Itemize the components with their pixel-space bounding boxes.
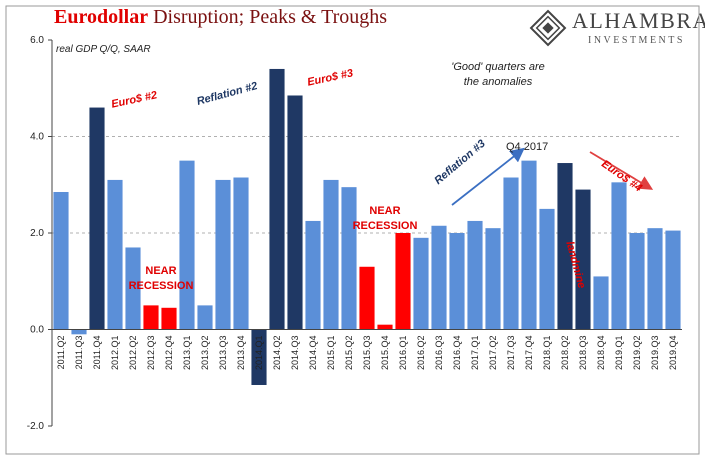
bar-2016-q1 [395,233,411,330]
x-tick-label: 2012.Q2 [128,336,138,371]
good-quarters-line1: 'Good' quarters are [451,61,545,73]
chart-title: Eurodollar Disruption; Peaks & Troughs [54,6,387,29]
bar-2011-q3 [71,329,87,335]
alhambra-emblem-icon [529,9,567,47]
x-tick-label: 2018.Q2 [560,336,570,371]
y-tick-label: 4.0 [30,132,44,143]
bar-2016-q3 [431,225,447,330]
recession-label-2: RECESSION [352,220,418,232]
x-tick-label: 2016.Q3 [434,336,444,371]
bar-2017-q4 [521,160,537,330]
x-tick-label: 2011.Q4 [92,336,102,370]
x-tick-label: 2013.Q2 [200,336,210,371]
bar-2016-q4 [449,233,465,330]
bar-2019-q4 [665,230,681,330]
bar-2012-q2 [125,247,141,330]
x-tick-label: 2012.Q1 [110,336,120,371]
bar-2012-q4 [161,307,177,330]
brand-name: ALHAMBRA [572,8,705,33]
x-tick-label: 2019.Q1 [614,336,624,371]
x-tick-label: 2012.Q4 [164,336,174,371]
x-tick-label: 2019.Q2 [632,336,642,371]
y-tick-label: 6.0 [30,35,44,46]
bar-2017-q3 [503,177,519,330]
reflation3-arrow [451,147,525,206]
x-tick-label: 2014.Q1 [254,336,264,371]
x-tick-label: 2011.Q3 [74,336,84,370]
good-quarters-line2: the anomalies [463,76,533,88]
x-tick-label: 2016.Q2 [416,336,426,371]
bar-2015-q4 [377,324,393,330]
x-tick-label: 2013.Q1 [182,336,192,371]
bar-2014-q1 [251,329,267,385]
bar-2014-q4 [305,220,321,330]
title-eurodollar: Eurodollar [54,6,149,28]
bar-2019-q1 [611,182,627,330]
x-tick-label: 2015.Q2 [344,336,354,371]
bar-2015-q1 [323,179,339,330]
bar-2017-q1 [467,220,483,330]
x-tick-label: 2015.Q1 [326,336,336,371]
x-tick-label: 2013.Q4 [236,336,246,371]
chart-subtitle: real GDP Q/Q, SAAR [56,44,151,55]
title-rest: Disruption; Peaks & Troughs [148,6,388,28]
bar-2013-q3 [215,179,231,330]
x-tick-label: 2015.Q4 [380,336,390,371]
x-tick-label: 2012.Q3 [146,336,156,371]
bar-2013-q1 [179,160,195,330]
bar-2014-q3 [287,95,303,330]
near-label-1: NEAR [145,265,177,277]
x-tick-label: 2017.Q1 [470,336,480,371]
bar-2018-q4 [593,276,609,330]
bar-2011-q2 [53,191,69,330]
bar-2019-q2 [629,233,645,330]
y-tick-label: 2.0 [30,228,44,239]
bar-2012-q3 [143,305,159,330]
x-tick-label: 2014.Q3 [290,336,300,371]
recession-label-1: RECESSION [128,280,194,292]
good-quarters-note: 'Good' quarters are the anomalies [438,60,558,90]
y-tick-label: -2.0 [27,421,45,432]
annotation-near-recession-1: NEAR RECESSION [128,264,194,294]
bar-2016-q2 [413,237,429,330]
bar-2017-q2 [485,228,501,330]
x-tick-label: 2011.Q2 [56,336,66,370]
bar-2018-q2 [557,163,573,330]
bar-2019-q3 [647,228,663,330]
bar-2015-q3 [359,266,375,330]
x-tick-label: 2019.Q4 [668,336,678,371]
x-tick-label: 2017.Q2 [488,336,498,371]
x-tick-label: 2016.Q4 [452,336,462,371]
y-tick-label: 0.0 [30,325,44,336]
brand-subtitle: INVESTMENTS [588,35,685,46]
annotation-q4-2017: Q4 2017 [506,141,549,153]
bar-2012-q1 [107,179,123,330]
x-tick-label: 2018.Q1 [542,336,552,371]
x-tick-label: 2016.Q1 [398,336,408,371]
chart-frame [5,5,700,455]
bar-2013-q4 [233,177,249,330]
x-tick-label: 2015.Q3 [362,336,372,371]
euro4-arrow [589,151,654,190]
near-label-2: NEAR [369,205,401,217]
x-tick-label: 2017.Q3 [506,336,516,371]
brand-logo: ALHAMBRA INVESTMENTS [524,6,705,50]
bar-2018-q1 [539,208,555,330]
bar-2015-q2 [341,187,357,330]
bar-2013-q2 [197,305,213,330]
x-tick-label: 2017.Q4 [524,336,534,371]
bar-2018-q3 [575,189,591,330]
x-tick-label: 2014.Q4 [308,336,318,371]
x-tick-label: 2014.Q2 [272,336,282,371]
bar-2014-q2 [269,68,285,330]
bar-2011-q4 [89,107,105,330]
annotation-near-recession-2: NEAR RECESSION [352,204,418,234]
x-tick-label: 2019.Q3 [650,336,660,371]
x-tick-label: 2013.Q3 [218,336,228,371]
x-tick-label: 2018.Q4 [596,336,606,371]
x-tick-label: 2018.Q3 [578,336,588,371]
